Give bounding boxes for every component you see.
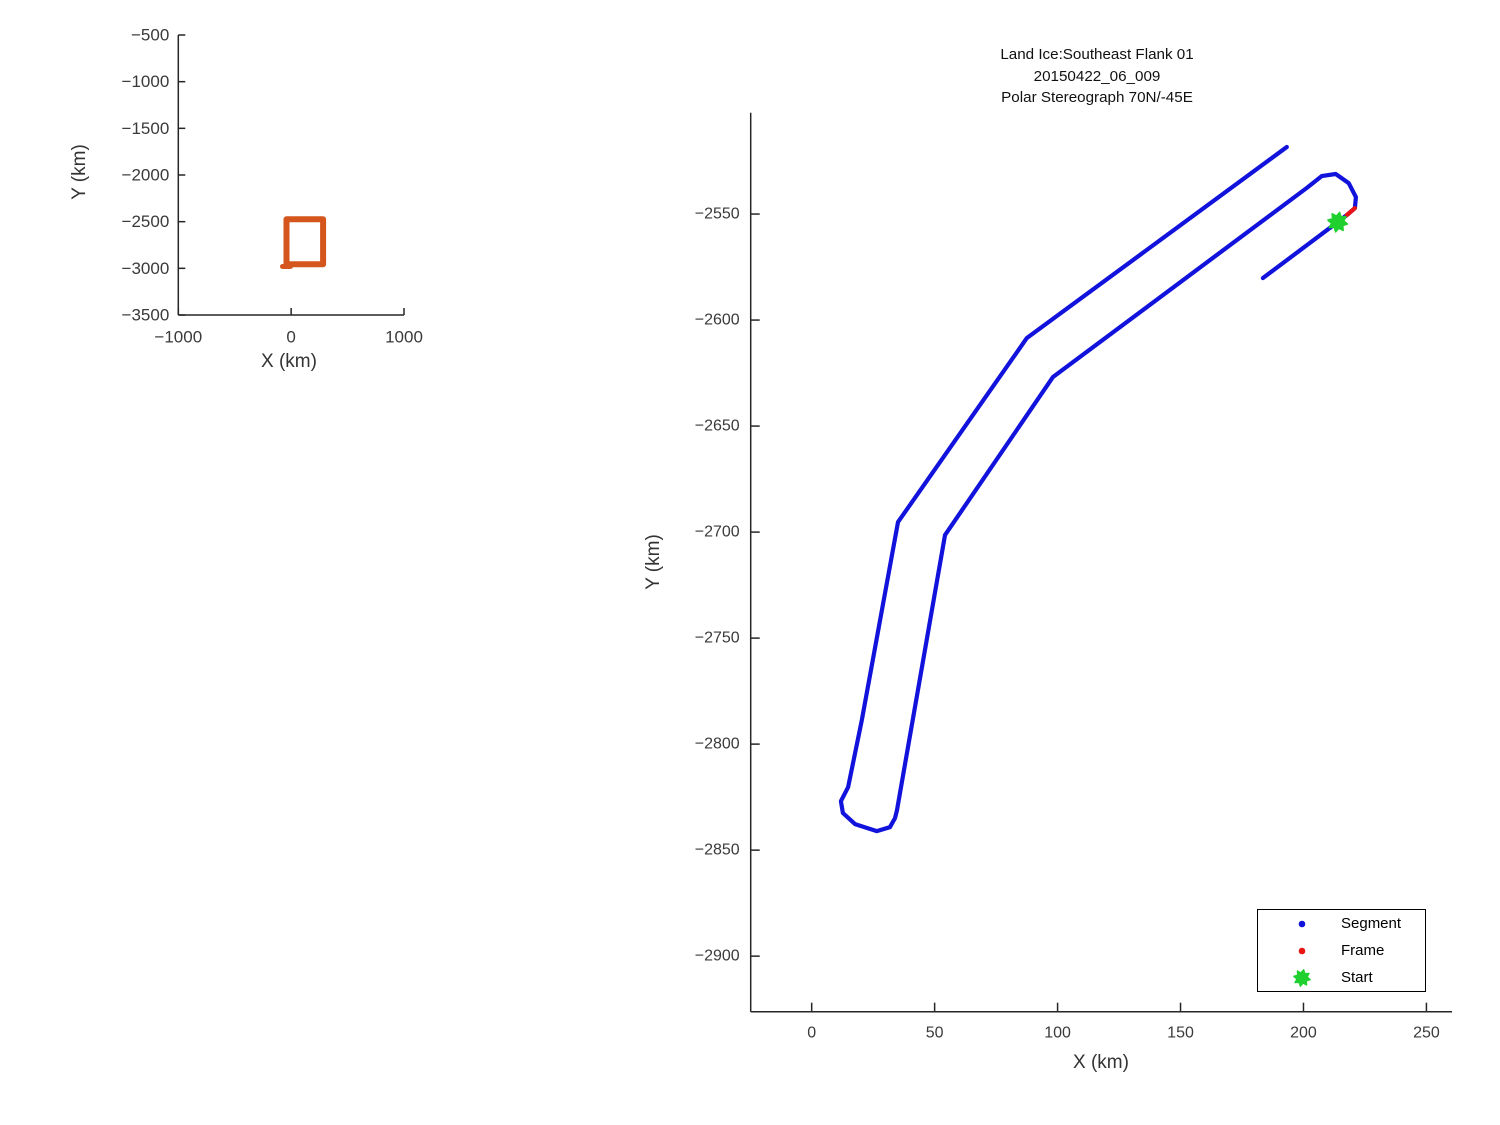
main-x-tick-label: 250 bbox=[1413, 1025, 1440, 1042]
segment-marker-icon bbox=[1298, 920, 1306, 927]
frame-marker-icon bbox=[1298, 947, 1306, 954]
main-x-tick-label: 0 bbox=[807, 1025, 816, 1042]
overview-y-axis-label: Y (km) bbox=[69, 144, 90, 200]
overview-x-tick-label: 1000 bbox=[385, 328, 423, 347]
main-x-tick-label: 50 bbox=[926, 1025, 944, 1042]
title-line-1: Land Ice:Southeast Flank 01 bbox=[1000, 46, 1194, 63]
main-y-tick-label: −2550 bbox=[695, 206, 740, 223]
main-y-tick-label: −2800 bbox=[695, 736, 740, 753]
legend-row-segment: Segment bbox=[1258, 911, 1425, 937]
start-marker-icon bbox=[1293, 968, 1311, 987]
legend: Segment Frame Start bbox=[1257, 909, 1426, 992]
title-line-3: Polar Stereograph 70N/-45E bbox=[1001, 89, 1193, 107]
legend-star bbox=[1293, 968, 1311, 987]
main-start-marker bbox=[1327, 211, 1349, 233]
overview-y-tick-label: −3000 bbox=[122, 259, 170, 278]
overview-y-tick-label: −2500 bbox=[122, 212, 170, 231]
main-y-tick-label: −2750 bbox=[695, 630, 740, 647]
main-x-axis-label: X (km) bbox=[1073, 1052, 1129, 1073]
legend-label-segment: Segment bbox=[1341, 915, 1402, 932]
overview-y-tick-label: −3500 bbox=[122, 306, 170, 325]
overview-x-tick-label: 0 bbox=[286, 328, 295, 347]
legend-dot bbox=[1298, 920, 1306, 927]
legend-label-start: Start bbox=[1341, 969, 1373, 986]
main-series-segment bbox=[838, 144, 1359, 834]
title-line-2: 20150422_06_009 bbox=[1033, 67, 1161, 85]
overview-x-axis-label: X (km) bbox=[261, 351, 317, 372]
main-x-tick-label: 150 bbox=[1167, 1025, 1194, 1042]
main-series-frame bbox=[1344, 206, 1358, 218]
legend-row-frame: Frame bbox=[1258, 938, 1425, 964]
legend-label-frame: Frame bbox=[1341, 942, 1385, 959]
overview-y-tick-label: −2000 bbox=[122, 166, 170, 185]
main-y-tick-label: −2700 bbox=[695, 524, 740, 541]
main-y-axis-label: Y (km) bbox=[643, 534, 664, 590]
main-y-tick-label: −2600 bbox=[695, 312, 740, 329]
overview-series-flight-track-footprint bbox=[283, 216, 327, 268]
main-x-tick-label: 200 bbox=[1290, 1025, 1317, 1042]
overview-y-tick-label: −1500 bbox=[122, 119, 170, 138]
legend-row-start: Start bbox=[1258, 965, 1425, 991]
legend-dot bbox=[1298, 947, 1306, 954]
main-y-tick-label: −2900 bbox=[695, 948, 740, 965]
main-plot-title: Land Ice:Southeast Flank 01 20150422_06_… bbox=[797, 44, 1397, 109]
main-y-tick-label: −2650 bbox=[695, 418, 740, 435]
overview-y-tick-label: −1000 bbox=[122, 72, 170, 91]
main-x-tick-label: 100 bbox=[1044, 1025, 1071, 1042]
overview-y-tick-label: −500 bbox=[131, 26, 169, 45]
overview-x-tick-label: −1000 bbox=[154, 328, 202, 347]
main-y-tick-label: −2850 bbox=[695, 842, 740, 859]
